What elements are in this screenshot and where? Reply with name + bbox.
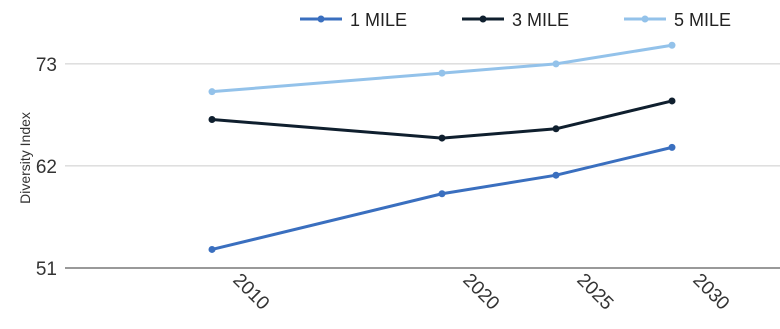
data-point	[208, 88, 216, 96]
data-point	[552, 60, 560, 68]
data-point	[668, 143, 676, 151]
y-tick-label: 51	[36, 259, 57, 280]
legend-marker	[479, 15, 487, 23]
tick-labels: 51 62 73 2010 2020 2025 2030	[36, 55, 733, 315]
data-point	[438, 190, 446, 198]
data-point	[208, 245, 216, 253]
data-point	[552, 171, 560, 179]
gridlines	[65, 63, 780, 167]
x-tick-label: 2030	[688, 270, 733, 315]
data-point	[438, 134, 446, 142]
y-tick-label: 62	[36, 157, 57, 178]
x-tick-label: 2020	[458, 270, 503, 315]
y-tick-label: 73	[36, 55, 57, 76]
legend-label: 5 MILE	[674, 10, 731, 30]
data-point	[438, 69, 446, 77]
series-line-2	[211, 99, 673, 140]
series-lines	[208, 41, 676, 253]
data-point	[208, 116, 216, 124]
data-point	[668, 41, 676, 49]
x-tick-label: 2025	[572, 270, 617, 315]
series-line-3	[211, 43, 673, 94]
legend: 1 MILE 3 MILE 5 MILE	[300, 10, 731, 30]
legend-marker	[641, 15, 649, 23]
legend-label: 1 MILE	[350, 10, 407, 30]
legend-label: 3 MILE	[512, 10, 569, 30]
y-axis-label: Diversity Index	[17, 112, 33, 204]
series-line-1	[211, 145, 673, 251]
data-point	[668, 97, 676, 105]
legend-marker	[317, 15, 325, 23]
x-tick-label: 2010	[228, 270, 273, 315]
data-point	[552, 125, 560, 133]
